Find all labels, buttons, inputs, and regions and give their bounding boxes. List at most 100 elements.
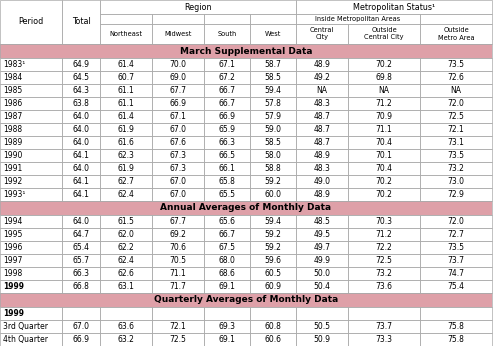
Bar [62,136,100,149]
Bar [62,71,100,84]
Bar [296,333,348,346]
Bar [348,228,420,241]
Bar [100,97,152,110]
Bar [250,71,296,84]
Bar [250,215,296,228]
Bar [204,215,250,228]
Bar [204,84,250,97]
Bar [296,307,348,320]
Text: March Supplemental Data: March Supplemental Data [180,46,312,55]
Bar [250,84,296,97]
Text: 67.3: 67.3 [170,164,186,173]
Bar [100,110,152,123]
Text: 70.2: 70.2 [376,190,392,199]
Text: 71.1: 71.1 [376,125,392,134]
Text: Northeast: Northeast [109,31,142,37]
Bar [204,175,250,188]
Bar [204,228,250,241]
Text: 69.3: 69.3 [218,322,236,331]
Bar [152,254,204,267]
Bar [152,254,204,267]
Bar [62,188,100,201]
Bar [0,136,62,149]
Bar [62,71,100,84]
Bar [152,71,204,84]
Text: 67.3: 67.3 [170,151,186,160]
Bar [250,58,296,71]
Text: 58.7: 58.7 [265,60,282,69]
Bar [296,175,348,188]
Bar [204,280,250,293]
Text: 1999: 1999 [3,282,24,291]
Bar [250,228,296,241]
Bar [204,254,250,267]
Text: 61.9: 61.9 [117,125,135,134]
Text: NA: NA [451,86,461,95]
Bar [296,188,348,201]
Bar [0,280,62,293]
Bar [420,307,492,320]
Bar [204,241,250,254]
Bar [420,136,492,149]
Bar [62,254,100,267]
Bar [420,254,492,267]
Bar [100,0,296,14]
Text: 1999: 1999 [3,309,24,318]
Text: 61.4: 61.4 [117,60,135,69]
Text: Period: Period [18,18,43,27]
Text: 1990: 1990 [3,151,22,160]
Text: 72.1: 72.1 [170,322,186,331]
Bar [0,58,62,71]
Bar [62,280,100,293]
Bar [420,241,492,254]
Bar [296,0,492,14]
Bar [204,110,250,123]
Bar [0,188,62,201]
Text: 64.3: 64.3 [72,86,90,95]
Text: Central
City: Central City [310,27,334,40]
Text: 61.1: 61.1 [118,99,135,108]
Bar [296,0,492,14]
Text: 61.6: 61.6 [117,138,135,147]
Bar [420,136,492,149]
Bar [348,110,420,123]
Text: 67.1: 67.1 [218,60,236,69]
Text: 1998: 1998 [3,269,22,278]
Bar [152,280,204,293]
Bar [0,123,62,136]
Bar [62,0,100,44]
Text: 50.5: 50.5 [314,322,330,331]
Bar [62,84,100,97]
Text: 63.6: 63.6 [117,322,135,331]
Bar [0,97,62,110]
Text: West: West [265,31,281,37]
Bar [100,267,152,280]
Bar [204,149,250,162]
Text: 50.4: 50.4 [314,282,330,291]
Text: Annual Averages of Monthly Data: Annual Averages of Monthly Data [160,203,332,212]
Bar [250,267,296,280]
Text: 50.9: 50.9 [314,335,330,344]
Bar [420,175,492,188]
Bar [348,280,420,293]
Bar [0,0,62,44]
Bar [348,333,420,346]
Bar [420,71,492,84]
Text: 48.9: 48.9 [314,190,330,199]
Text: 50.0: 50.0 [314,269,330,278]
Bar [100,14,152,24]
Text: 1996: 1996 [3,243,22,252]
Bar [296,14,420,24]
Bar [62,58,100,71]
Bar [100,123,152,136]
Text: 64.0: 64.0 [72,138,90,147]
Bar [420,97,492,110]
Bar [152,333,204,346]
Bar [420,14,492,24]
Text: 69.1: 69.1 [218,335,236,344]
Bar [100,307,152,320]
Bar [420,320,492,333]
Text: 63.1: 63.1 [117,282,135,291]
Text: 65.6: 65.6 [218,217,236,226]
Bar [420,149,492,162]
